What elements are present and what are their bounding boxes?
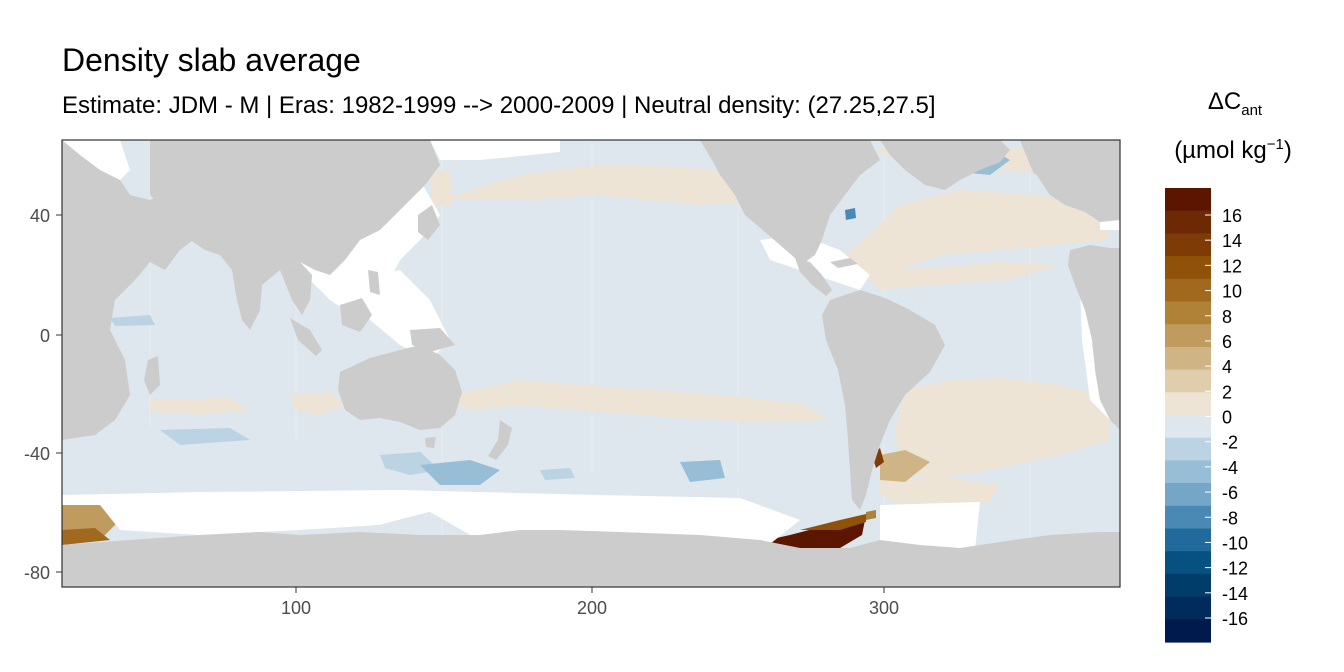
legend-color-step [1165, 415, 1211, 439]
legend-color-step [1165, 324, 1211, 348]
japan [418, 205, 440, 240]
legend-label: 8 [1222, 307, 1232, 327]
europe [1020, 140, 1120, 222]
legend-label: 4 [1222, 357, 1232, 377]
new-zealand [488, 420, 512, 460]
borneo [340, 298, 372, 332]
legend-label: 16 [1222, 206, 1242, 226]
map-panel [62, 140, 1120, 587]
legend-label: -14 [1222, 584, 1248, 604]
southeast-asia [280, 262, 312, 315]
legend-label: -16 [1222, 609, 1248, 629]
legend-color-step [1165, 619, 1211, 643]
land-masses [62, 140, 1120, 587]
y-tick-label: 0 [40, 326, 50, 346]
legend-title-subscript: ant [1241, 102, 1263, 119]
asia-land [150, 140, 440, 300]
australia [338, 345, 462, 430]
legend-color-step [1165, 369, 1211, 393]
legend-title: ΔCant [1160, 88, 1310, 119]
legend-unit-suffix: ) [1283, 137, 1292, 164]
legend-label: -12 [1222, 559, 1248, 579]
y-tick-label: -40 [24, 444, 50, 464]
plot-subtitle: Estimate: JDM - M | Eras: 1982-1999 --> … [62, 92, 936, 119]
legend-label: 2 [1222, 382, 1232, 402]
legend-unit: (µmol kg−1) [1158, 136, 1308, 165]
legend-label: 14 [1222, 231, 1242, 251]
north-america [700, 140, 880, 262]
legend-unit-prefix: (µmol kg [1174, 137, 1267, 164]
caribbean-islands [830, 258, 858, 268]
legend-color-step [1165, 256, 1211, 280]
legend-label: -4 [1222, 458, 1238, 478]
legend-color-step [1165, 346, 1211, 371]
legend-color-step [1165, 573, 1211, 598]
legend-labels: 16 14 12 10 8 6 4 2 0 -2 -4 -6 -8 -10 -12 -14 -16 [1205, 206, 1248, 629]
x-tick-label: 200 [577, 598, 607, 618]
legend-color-step [1165, 233, 1211, 257]
y-tick-label: -80 [24, 563, 50, 583]
legend-color-step [1165, 301, 1211, 325]
legend-color-bar [1165, 188, 1211, 643]
legend-label: -8 [1222, 508, 1238, 528]
south-america [822, 290, 945, 510]
legend-label: 6 [1222, 332, 1232, 352]
africa-west [1068, 245, 1120, 430]
legend-label: 10 [1222, 282, 1242, 302]
legend-label: 0 [1222, 408, 1232, 428]
legend-color-step [1165, 210, 1211, 234]
philippines [368, 270, 380, 295]
legend-color-step [1165, 483, 1211, 507]
central-america [795, 258, 832, 296]
madagascar [144, 356, 160, 395]
legend-color-step [1165, 278, 1211, 303]
legend-label: 12 [1222, 256, 1242, 276]
plot-title: Density slab average [62, 42, 361, 78]
legend-label: -2 [1222, 433, 1238, 453]
legend-color-step [1165, 460, 1211, 484]
x-tick-label: 300 [869, 598, 899, 618]
legend-label: -6 [1222, 483, 1238, 503]
legend-color-step [1165, 437, 1211, 461]
legend-color-step [1165, 505, 1211, 530]
greenland [880, 140, 1010, 190]
tasmania [425, 437, 436, 448]
sumatra [290, 318, 322, 356]
legend-color-step [1165, 392, 1211, 416]
legend-title-symbol: ΔC [1207, 88, 1242, 115]
legend-color-step [1165, 528, 1211, 552]
legend-unit-exponent: −1 [1266, 136, 1284, 153]
y-axis: 40 0 -40 -80 [24, 206, 62, 583]
x-axis: 100 200 300 [281, 587, 899, 618]
panel-frame [61, 139, 1121, 588]
y-tick-label: 40 [30, 206, 50, 226]
antarctica [62, 530, 1120, 587]
x-tick-label: 100 [281, 598, 311, 618]
legend-color-step [1165, 551, 1211, 575]
legend-color-step [1165, 188, 1211, 212]
india [232, 268, 262, 330]
iceland [1030, 162, 1048, 174]
legend-color-step [1165, 596, 1211, 620]
legend-label: -10 [1222, 533, 1248, 553]
